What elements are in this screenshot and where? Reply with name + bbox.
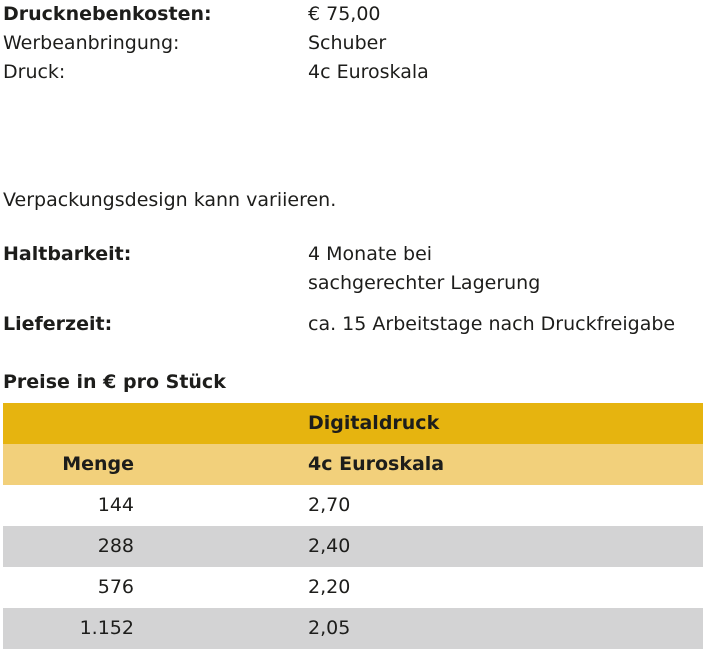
- table-row: 288 2,40: [3, 526, 703, 567]
- table-row: 144 2,70: [3, 485, 703, 526]
- price-table-title: Preise in € pro Stück: [3, 371, 226, 393]
- price-table: Digitaldruck Menge 4c Euroskala 144 2,70…: [3, 403, 703, 649]
- werbeanbringung-label: Werbeanbringung:: [3, 32, 180, 54]
- menge-cell: 288: [97, 535, 134, 557]
- price-cell: 2,05: [308, 617, 351, 639]
- menge-cell: 144: [97, 494, 134, 516]
- price-cell: 2,40: [308, 535, 351, 557]
- menge-cell: 576: [97, 576, 134, 598]
- price-table-header-top: Digitaldruck: [3, 403, 703, 444]
- header-euroskala: 4c Euroskala: [308, 453, 445, 475]
- drucknebenkosten-value: € 75,00: [308, 3, 381, 25]
- haltbarkeit-value-line1: 4 Monate bei: [308, 243, 433, 265]
- price-table-header-columns: Menge 4c Euroskala: [3, 444, 703, 485]
- packaging-note: Verpackungsdesign kann variieren.: [3, 189, 337, 211]
- table-row: 1.152 2,05: [3, 608, 703, 649]
- header-digitaldruck: Digitaldruck: [308, 412, 440, 434]
- lieferzeit-label: Lieferzeit:: [3, 313, 113, 335]
- drucknebenkosten-label: Drucknebenkosten:: [3, 3, 212, 25]
- haltbarkeit-value-line2: sachgerechter Lagerung: [308, 272, 541, 294]
- werbeanbringung-value: Schuber: [308, 32, 387, 54]
- price-cell: 2,70: [308, 494, 351, 516]
- lieferzeit-value: ca. 15 Arbeitstage nach Druckfreigabe: [308, 313, 676, 335]
- price-cell: 2,20: [308, 576, 351, 598]
- haltbarkeit-label: Haltbarkeit:: [3, 243, 132, 265]
- druck-value: 4c Euroskala: [308, 61, 429, 83]
- header-menge: Menge: [62, 453, 134, 475]
- menge-cell: 1.152: [79, 617, 134, 639]
- table-row: 576 2,20: [3, 567, 703, 608]
- druck-label: Druck:: [3, 61, 66, 83]
